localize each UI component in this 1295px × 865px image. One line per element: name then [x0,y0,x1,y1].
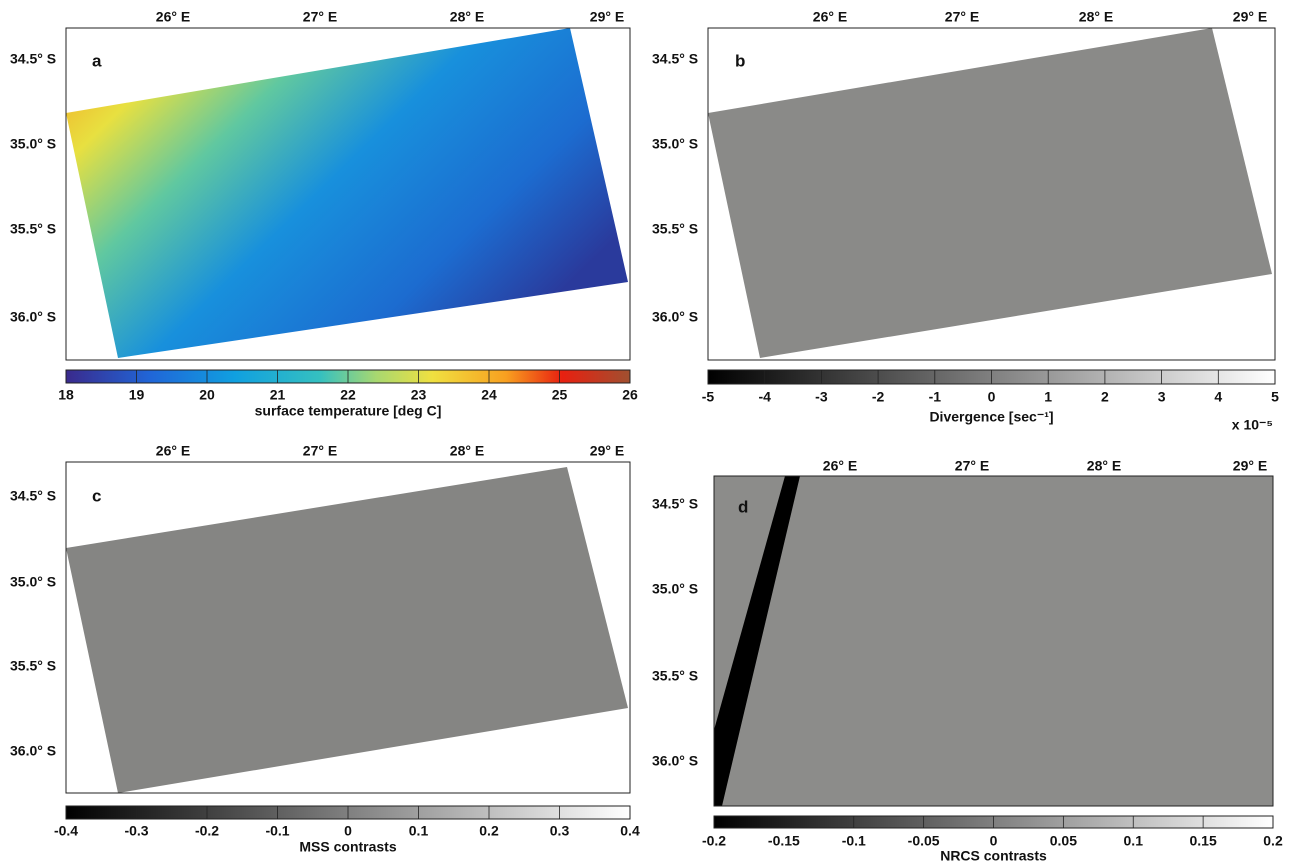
colorbar-tick-label: 1 [1044,389,1052,405]
lon-tick-label: 29° E [590,443,624,459]
lat-tick-label: 35.5° S [652,221,698,237]
colorbar-label: Divergence [sec⁻¹] [929,409,1053,425]
colorbar-tick-label: 0.15 [1190,833,1217,849]
colorbar-tick-label: 0.1 [409,823,429,839]
colorbar-label: surface temperature [deg C] [255,403,442,419]
lat-tick-label: 35.5° S [10,221,56,237]
panel-letter: b [735,51,745,70]
colorbar-tick-label: -0.2 [702,833,726,849]
image-swath [66,28,628,358]
lat-tick-label: 35.5° S [652,668,698,684]
lon-tick-label: 26° E [823,458,857,474]
lat-tick-label: 34.5° S [652,496,698,512]
image-swath [66,467,628,793]
colorbar-tick-label: 20 [199,387,215,403]
figure: a 26° E 27° E 28° E 29° E 34.5° S 35.0° S 35.5°… [0,0,1295,865]
colorbar-tick-label: 0.05 [1050,833,1077,849]
colorbar-tick-label: 0 [990,833,998,849]
colorbar-tick-label: 0 [344,823,352,839]
colorbar-tick-label: 4 [1214,389,1222,405]
lat-tick-label: 36.0° S [10,309,56,325]
colorbar-tick-label: 0.2 [479,823,499,839]
colorbar-tick-label: 19 [129,387,145,403]
colorbar-tick-label: 3 [1158,389,1166,405]
colorbar-tick-label: 0 [988,389,996,405]
colorbar-tick-label: -4 [758,389,771,405]
lon-tick-label: 26° E [156,9,190,25]
lon-tick-label: 28° E [450,443,484,459]
colorbar-tick-label: 5 [1271,389,1279,405]
lat-tick-label: 35.0° S [652,136,698,152]
colorbar-tick-label: 22 [340,387,356,403]
lon-tick-label: 27° E [303,443,337,459]
colorbar-tick-label: -0.2 [195,823,219,839]
colorbar-tick-label: 0.2 [1263,833,1283,849]
lon-tick-label: 26° E [156,443,190,459]
panel-letter: a [92,51,102,70]
lon-tick-label: 28° E [1079,9,1113,25]
lat-tick-label: 34.5° S [10,51,56,67]
colorbar-tick-label: 26 [622,387,638,403]
colorbar-tick-label: -1 [929,389,942,405]
colorbar-tick-label: 0.1 [1124,833,1144,849]
colorbar-tick-label: -0.3 [124,823,148,839]
lon-tick-label: 27° E [303,9,337,25]
lon-tick-label: 28° E [450,9,484,25]
colorbar-tick-label: -0.1 [842,833,866,849]
lat-tick-label: 36.0° S [652,753,698,769]
colorbar-tick-label: 23 [411,387,427,403]
colorbar-tick-label: -2 [872,389,885,405]
lon-tick-label: 29° E [590,9,624,25]
colorbar-tick-label: 0.3 [550,823,570,839]
colorbar-tick-label: -5 [702,389,715,405]
panel-letter: c [92,486,101,505]
colorbar-tick-label: 24 [481,387,497,403]
lat-tick-label: 36.0° S [652,309,698,325]
colorbar-label: NRCS contrasts [940,848,1047,864]
panel-letter: d [738,497,748,516]
lon-tick-label: 28° E [1087,458,1121,474]
colorbar-tick-label: 25 [552,387,568,403]
colorbar-scale-note: x 10⁻⁵ [1232,417,1273,433]
lat-tick-label: 34.5° S [652,51,698,67]
lon-tick-label: 27° E [945,9,979,25]
colorbar-label: MSS contrasts [299,839,396,855]
colorbar-tick-label: -0.1 [265,823,289,839]
lat-tick-label: 35.0° S [10,574,56,590]
image-swath [714,476,1273,806]
lat-tick-label: 35.5° S [10,658,56,674]
lat-tick-label: 35.0° S [10,136,56,152]
lat-tick-label: 34.5° S [10,488,56,504]
colorbar-tick-label: -3 [815,389,828,405]
lon-tick-label: 26° E [813,9,847,25]
colorbar-tick-label: -0.05 [908,833,940,849]
image-swath [708,28,1272,358]
colorbar-tick-label: -0.15 [768,833,800,849]
colorbar-tick-label: 18 [58,387,74,403]
lat-tick-label: 36.0° S [10,743,56,759]
lon-tick-label: 27° E [955,458,989,474]
colorbar-tick-label: 21 [270,387,286,403]
colorbar-tick-label: -0.4 [54,823,78,839]
colorbar-tick-label: 0.4 [620,823,640,839]
colorbar-tick-label: 2 [1101,389,1109,405]
lat-tick-label: 35.0° S [652,581,698,597]
lon-tick-label: 29° E [1233,9,1267,25]
lon-tick-label: 29° E [1233,458,1267,474]
